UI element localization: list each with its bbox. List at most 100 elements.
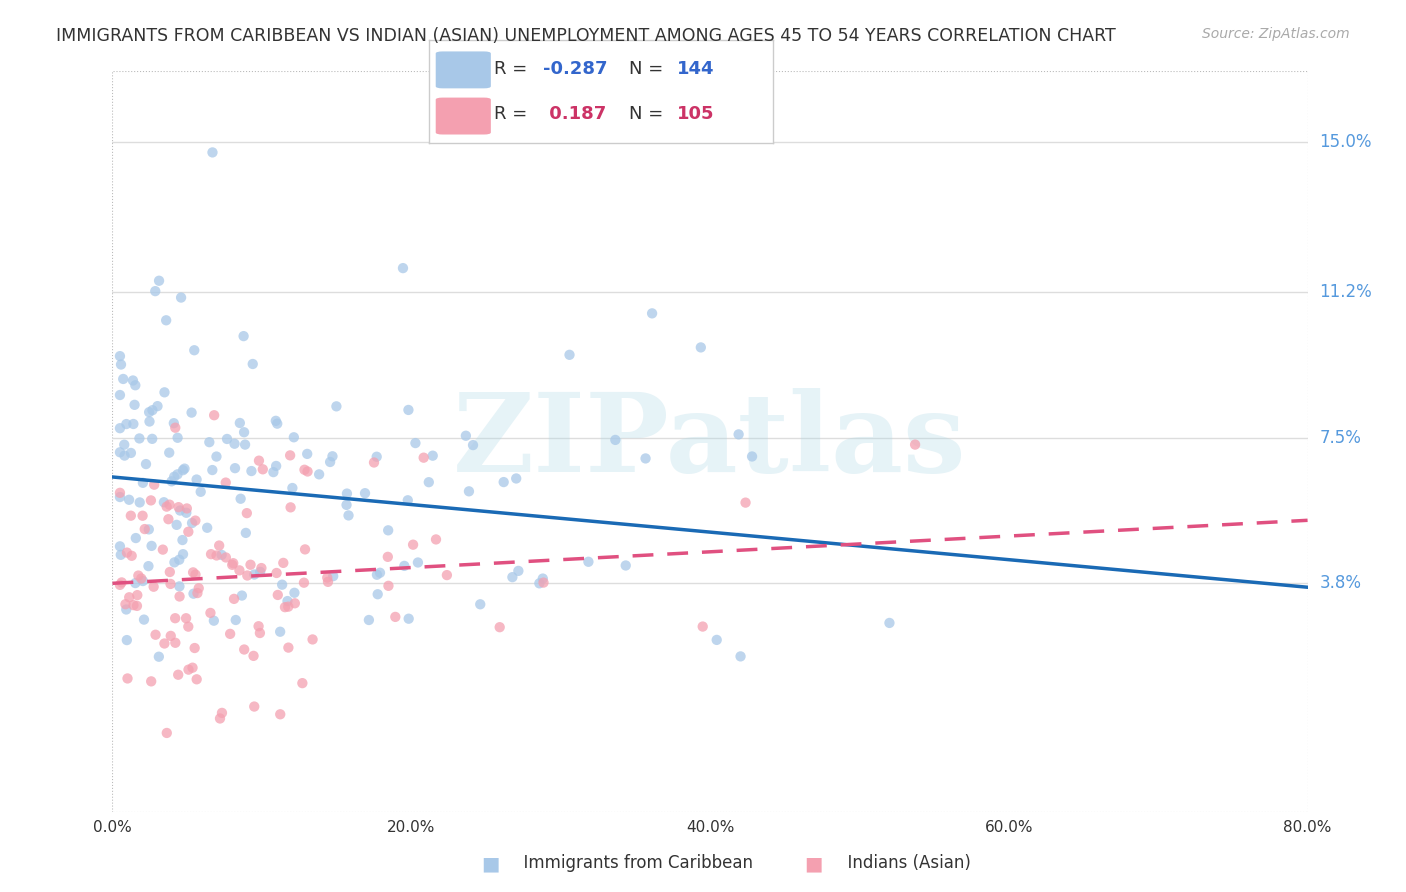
Point <box>166 517 188 532</box>
Point <box>316 571 339 585</box>
Point <box>634 451 657 466</box>
Point <box>108 445 131 459</box>
Text: ZIPatlas: ZIPatlas <box>453 388 967 495</box>
Point <box>148 274 170 288</box>
Point <box>501 570 523 584</box>
Point <box>172 463 194 477</box>
Point <box>454 428 477 442</box>
Point <box>250 561 273 575</box>
Point <box>190 484 212 499</box>
Point <box>308 467 330 482</box>
Point <box>202 614 225 628</box>
Point <box>224 436 246 450</box>
Point <box>172 547 194 561</box>
Point <box>325 400 347 414</box>
Point <box>118 492 141 507</box>
Point <box>159 498 181 512</box>
Point <box>436 568 458 582</box>
Point <box>879 615 901 630</box>
Point <box>134 522 156 536</box>
Point <box>208 539 231 553</box>
Point <box>166 467 188 482</box>
Point <box>202 409 225 423</box>
Point <box>292 575 315 590</box>
Point <box>249 626 271 640</box>
Point <box>169 503 191 517</box>
Text: 0.187: 0.187 <box>543 105 606 123</box>
Point <box>412 450 434 465</box>
Point <box>366 567 388 582</box>
Point <box>156 726 179 740</box>
Point <box>492 475 515 489</box>
Point <box>128 432 150 446</box>
Point <box>266 417 288 431</box>
Point <box>271 577 294 591</box>
Point <box>139 493 162 508</box>
Point <box>127 588 149 602</box>
Point <box>141 674 163 689</box>
Point <box>157 512 180 526</box>
Point <box>184 514 207 528</box>
Point <box>143 477 166 491</box>
Point <box>247 619 270 633</box>
Point <box>470 597 492 611</box>
Point <box>235 525 257 540</box>
Point <box>205 549 228 563</box>
Point <box>458 484 481 499</box>
Point <box>112 438 135 452</box>
Point <box>215 550 238 565</box>
Point <box>174 611 197 625</box>
Point <box>558 348 581 362</box>
Point <box>110 358 132 372</box>
Text: ■: ■ <box>804 854 823 873</box>
Point <box>157 445 180 459</box>
Text: R =: R = <box>495 105 533 123</box>
Point <box>274 600 297 615</box>
Point <box>221 558 243 572</box>
Point <box>384 610 406 624</box>
Point <box>283 586 305 600</box>
Point <box>122 417 145 431</box>
Point <box>283 430 305 444</box>
Point <box>236 506 259 520</box>
Point <box>277 599 299 614</box>
Point <box>181 516 204 530</box>
Text: IMMIGRANTS FROM CARIBBEAN VS INDIAN (ASIAN) UNEMPLOYMENT AMONG AGES 45 TO 54 YEA: IMMIGRANTS FROM CARIBBEAN VS INDIAN (ASI… <box>56 27 1116 45</box>
Point <box>276 594 298 608</box>
Point <box>422 449 444 463</box>
Point <box>132 475 155 490</box>
Point <box>177 663 200 677</box>
Point <box>167 667 190 681</box>
Point <box>264 414 287 428</box>
Point <box>242 648 264 663</box>
Point <box>396 493 419 508</box>
Point <box>146 399 169 413</box>
Point <box>377 549 399 564</box>
Point <box>301 632 323 647</box>
Point <box>183 343 205 358</box>
Point <box>186 586 208 600</box>
Point <box>229 416 252 430</box>
Point <box>614 558 637 573</box>
Point <box>319 455 342 469</box>
Point <box>284 596 307 610</box>
Point <box>169 579 191 593</box>
Point <box>211 706 233 720</box>
Point <box>425 533 447 547</box>
Text: Immigrants from Caribbean: Immigrants from Caribbean <box>513 855 754 872</box>
Text: ■: ■ <box>481 854 499 873</box>
Point <box>165 420 187 434</box>
Point <box>291 676 314 690</box>
Point <box>233 437 256 451</box>
Point <box>377 579 399 593</box>
Point <box>117 672 139 686</box>
Text: 105: 105 <box>676 105 714 123</box>
Point <box>160 475 183 489</box>
Point <box>508 564 530 578</box>
Point <box>141 432 163 446</box>
Point <box>138 415 160 429</box>
Point <box>734 495 756 509</box>
Point <box>163 555 186 569</box>
Point <box>115 546 138 560</box>
Point <box>200 606 222 620</box>
